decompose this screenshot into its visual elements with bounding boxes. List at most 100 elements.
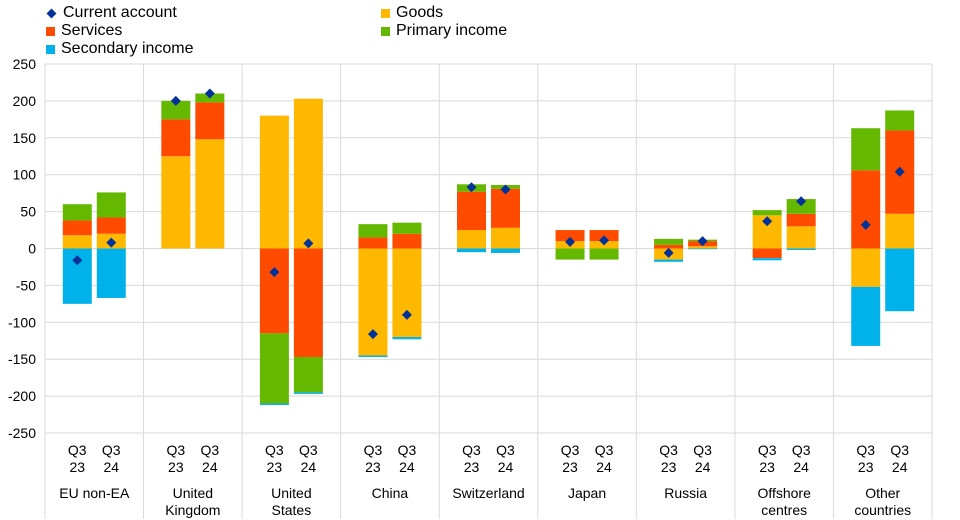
group-label: States [272, 502, 312, 518]
current-account-marker [401, 309, 412, 320]
group-label: Switzerland [452, 485, 524, 501]
bar-services [161, 119, 191, 157]
bar-secondary-income [293, 392, 323, 394]
bar-goods [786, 226, 816, 249]
grid [44, 63, 933, 519]
current-account-marker [466, 182, 477, 193]
bar-goods [688, 246, 718, 249]
bar-services [786, 213, 816, 227]
bars [62, 93, 915, 405]
x-tick-label: 23 [365, 459, 381, 475]
bar-goods [392, 248, 422, 338]
group-label: United [173, 485, 213, 501]
current-account-marker [599, 235, 610, 246]
current-account-marker [500, 184, 511, 195]
bar-primary-income [654, 238, 684, 245]
bar-secondary-income [358, 355, 388, 357]
bar-secondary-income [752, 258, 782, 261]
y-tick-label: 0 [28, 241, 36, 257]
group-label: EU non-EA [59, 485, 130, 501]
x-tick-label: Q3 [561, 442, 580, 458]
bar-services [358, 237, 388, 249]
legend-services: Services [46, 22, 122, 40]
y-tick-label: -200 [8, 388, 36, 404]
x-tick-label: Q3 [398, 442, 417, 458]
y-tick-label: -50 [16, 277, 36, 293]
bar-primary-income [293, 356, 323, 393]
bar-secondary-income [654, 259, 684, 262]
group-label: Kingdom [165, 502, 220, 518]
group-label: United [271, 485, 311, 501]
bar-primary-income [96, 192, 126, 218]
swatch-icon [381, 8, 390, 18]
bar-services [62, 220, 92, 236]
x-tick-label: 24 [202, 459, 218, 475]
bar-services [392, 233, 422, 249]
bar-goods [358, 248, 388, 356]
x-tick-label: Q3 [890, 442, 909, 458]
y-tick-label: 200 [13, 93, 37, 109]
bar-services [491, 188, 520, 228]
x-tick-label: Q3 [265, 442, 284, 458]
x-tick-label: 23 [562, 459, 578, 475]
x-tick-label: Q3 [792, 442, 811, 458]
x-tick-label: 23 [168, 459, 184, 475]
current-account-marker [106, 237, 117, 248]
bar-services [259, 248, 289, 334]
bar-goods [195, 139, 225, 249]
y-tick-label: 100 [13, 167, 37, 183]
bar-goods [491, 227, 520, 249]
bar-primary-income [392, 222, 422, 234]
current-account-marker [860, 219, 871, 230]
y-tick-label: 50 [20, 204, 36, 220]
x-tick-label: Q3 [462, 442, 481, 458]
y-tick-label: 250 [13, 56, 37, 72]
x-tick-label: 23 [267, 459, 283, 475]
current-account-marker [204, 88, 215, 99]
x-tick-label: 24 [103, 459, 119, 475]
x-tick-label: 23 [464, 459, 480, 475]
x-tick-label: Q3 [166, 442, 185, 458]
bar-secondary-income [96, 248, 126, 298]
x-tick-label: 24 [793, 459, 809, 475]
group-label: China [372, 485, 409, 501]
group-label: Russia [664, 485, 707, 501]
bar-services [293, 248, 323, 357]
bar-services [195, 102, 225, 140]
group-label: Japan [568, 485, 606, 501]
bar-primary-income [259, 333, 289, 404]
x-tick-label: Q3 [758, 442, 777, 458]
legend-goods: Goods [381, 4, 443, 22]
current-account-marker [762, 216, 773, 227]
bar-primary-income [752, 210, 782, 216]
swatch-icon [381, 26, 390, 36]
bar-goods [161, 156, 191, 249]
bar-goods [259, 115, 289, 249]
legend-primary-income: Primary income [381, 22, 507, 40]
legend-label: Primary income [396, 22, 508, 39]
bar-secondary-income [786, 248, 816, 250]
bar-primary-income [62, 204, 92, 221]
bar-services [654, 244, 684, 249]
bar-services [555, 230, 585, 242]
bar-primary-income [555, 248, 585, 260]
current-account-marker [663, 247, 674, 258]
x-tick-label: Q3 [102, 442, 121, 458]
current-account-marker [697, 236, 708, 247]
x-tick-label: 23 [858, 459, 874, 475]
x-tick-label: Q3 [364, 442, 383, 458]
legend-current-account: Current account [46, 4, 177, 22]
x-tick-label: 24 [498, 459, 514, 475]
legend-label: Secondary income [61, 40, 194, 57]
x-tick-label: 23 [661, 459, 677, 475]
x-tick-label: 24 [399, 459, 415, 475]
x-tick-label: Q3 [68, 442, 87, 458]
bar-primary-income [589, 248, 619, 260]
y-tick-label: 150 [13, 130, 37, 146]
bar-primary-income [851, 128, 881, 171]
bar-secondary-income [688, 248, 718, 250]
current-account-marker [565, 236, 576, 247]
legend-label: Goods [396, 4, 444, 21]
diamond-icon [46, 8, 57, 18]
